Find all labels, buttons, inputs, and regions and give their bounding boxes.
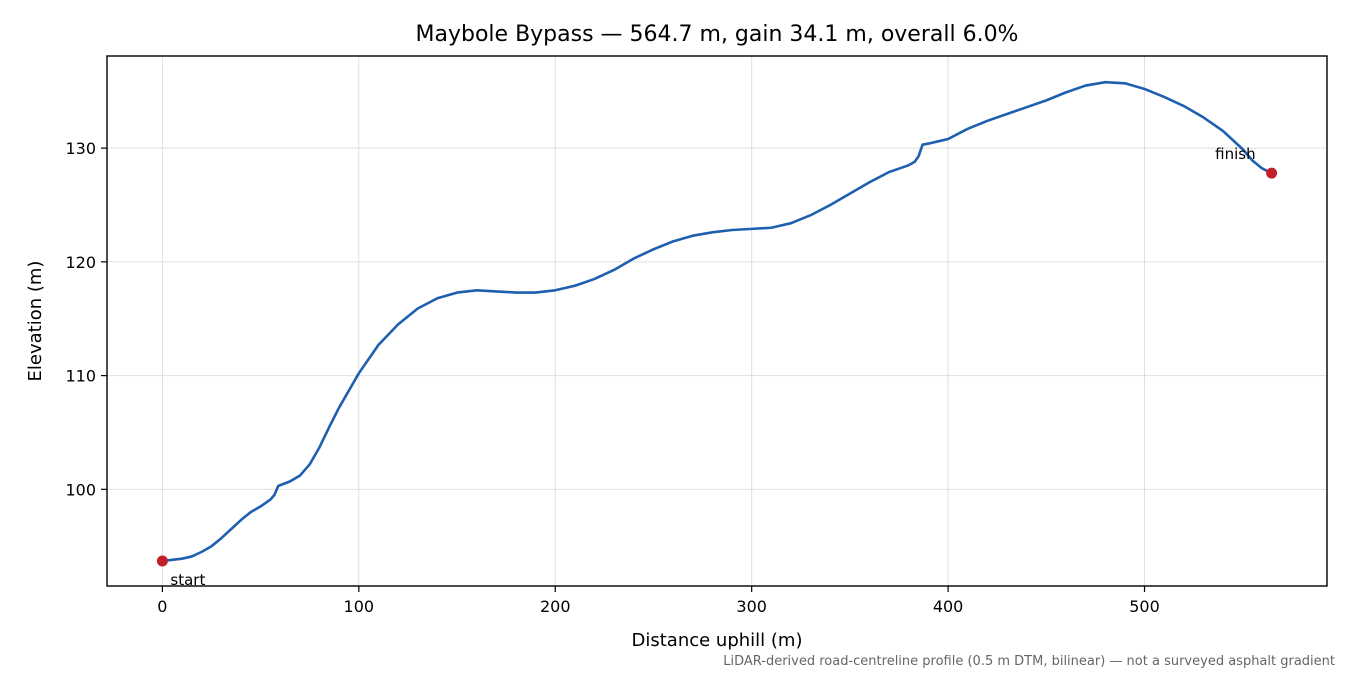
grid-layer [107,56,1327,586]
y-tick-label: 100 [65,480,96,499]
y-axis-label: Elevation (m) [25,261,46,382]
data-layer: start finish [156,80,1278,589]
chart-title: Maybole Bypass — 564.7 m, gain 34.1 m, o… [416,22,1019,47]
y-tick-label: 130 [65,139,96,158]
finish-marker [1266,167,1278,179]
elevation-series-line [161,80,1273,563]
x-tick-label: 100 [344,597,375,616]
start-marker [156,555,168,567]
axes-layer: 0 100 200 300 400 500 100 110 120 130 [65,55,1328,616]
chart-caption: LiDAR-derived road-centreline profile (0… [723,654,1335,669]
finish-label: finish [1215,145,1255,163]
x-axis-label: Distance uphill (m) [632,630,803,651]
y-tick-label: 120 [65,253,96,272]
plot-frame [106,55,1328,587]
y-tick-label: 110 [65,367,96,386]
x-tick-label: 500 [1129,597,1160,616]
x-tick-label: 200 [540,597,571,616]
x-tick-label: 0 [157,597,167,616]
start-label: start [170,571,205,589]
x-tick-label: 300 [736,597,767,616]
x-tick-label: 400 [933,597,964,616]
